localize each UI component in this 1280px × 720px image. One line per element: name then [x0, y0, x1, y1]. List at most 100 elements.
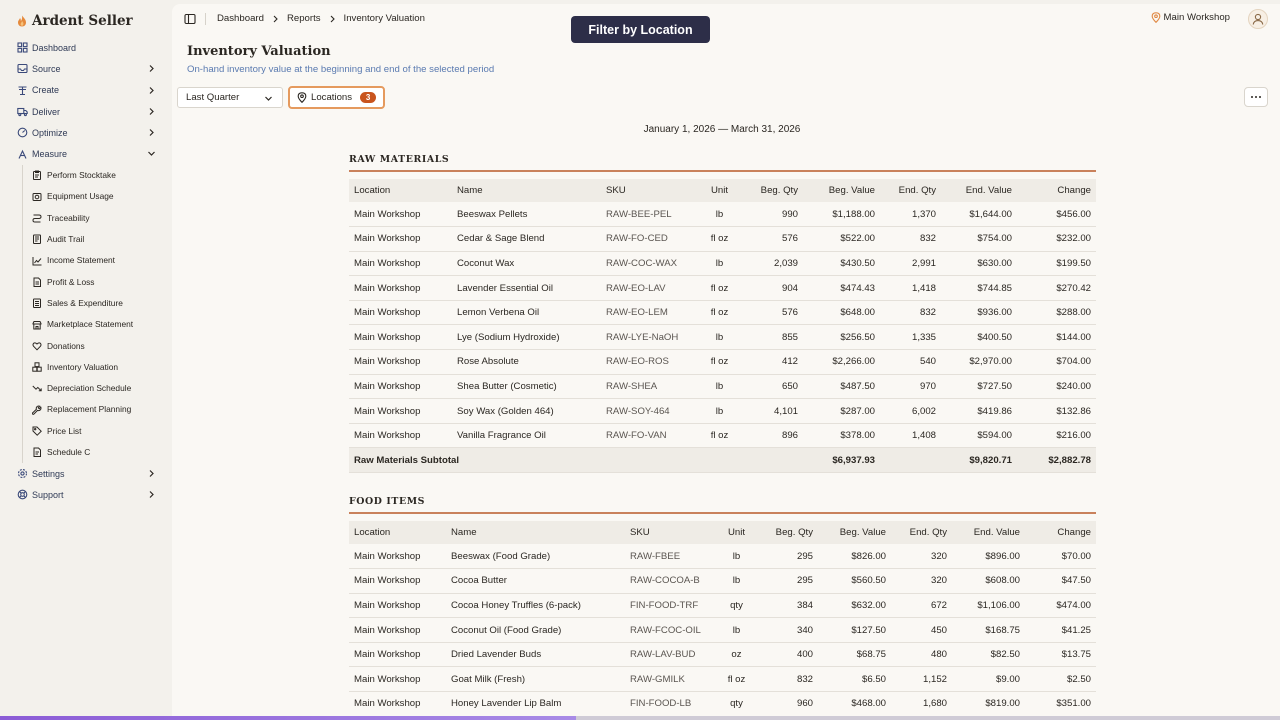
cell-change: $47.50 [1025, 568, 1096, 594]
cell-location: Main Workshop [349, 568, 446, 594]
locations-filter-button[interactable]: Locations 3 [288, 86, 385, 109]
sidebar-subitem-label: Audit Trail [47, 234, 85, 245]
cell-beg-qty: 650 [744, 374, 803, 400]
sidebar-subitem-donations[interactable]: Donations [31, 335, 162, 356]
sidebar-item-optimize[interactable]: Optimize [10, 122, 162, 143]
sidebar-item-label: Create [32, 85, 60, 96]
sidebar-subitem-schedule-c[interactable]: Schedule C [31, 442, 162, 463]
cell-end-value: $608.00 [952, 568, 1025, 594]
table-row[interactable]: Main Workshop Lavender Essential Oil RAW-E… [349, 275, 1096, 301]
sidebar-subitem-equipment-usage[interactable]: Equipment Usage [31, 186, 162, 207]
column-header[interactable]: Change [1025, 521, 1096, 544]
column-header[interactable]: Unit [695, 179, 744, 202]
sidebar-subitem-perform-stocktake[interactable]: Perform Stocktake [31, 165, 162, 186]
brand[interactable]: Ardent Seller [16, 13, 133, 29]
column-header[interactable]: End. Value [952, 521, 1025, 544]
sidebar-subitem-depreciation-schedule[interactable]: Depreciation Schedule [31, 378, 162, 399]
sidebar-subitem-inventory-valuation[interactable]: Inventory Valuation [31, 356, 162, 377]
cell-location: Main Workshop [349, 349, 452, 375]
cell-beg-value: $256.50 [803, 324, 880, 351]
table-row[interactable]: Main Workshop Beeswax (Food Grade) RAW-FBE… [349, 544, 1096, 570]
column-header[interactable]: Name [446, 521, 625, 544]
table-row[interactable]: Main Workshop Lemon Verbena Oil RAW-EO-LEM… [349, 300, 1096, 326]
column-header[interactable]: End. Value [941, 179, 1017, 202]
table-row[interactable]: Main Workshop Cocoa Butter RAW-COCOA-B lb 29… [349, 568, 1096, 594]
column-header[interactable]: SKU [601, 179, 695, 202]
sidebar-item-measure[interactable]: Measure [10, 143, 162, 164]
cell-unit: qty [717, 593, 756, 619]
sidebar-item-deliver[interactable]: Deliver [10, 101, 162, 122]
food-items-table: Location Name SKU Unit Beg. Qty Beg. Val… [349, 521, 1096, 717]
breadcrumb-dashboard[interactable]: Dashboard [217, 13, 264, 24]
column-header[interactable]: Beg. Value [803, 179, 880, 202]
table-row[interactable]: Main Workshop Coconut Oil (Food Grade) RAW… [349, 617, 1096, 643]
date-range: January 1, 2026 — March 31, 2026 [643, 124, 801, 135]
column-header[interactable]: Name [452, 179, 601, 202]
sidebar-subitem-traceability[interactable]: Traceability [31, 207, 162, 228]
sidebar-item-create[interactable]: Create [10, 80, 162, 101]
cell-sku: RAW-FBEE [625, 544, 717, 570]
table-row[interactable]: Main Workshop Dried Lavender Buds RAW-LAV-… [349, 642, 1096, 668]
inbox-icon [16, 63, 28, 75]
column-header[interactable]: Unit [717, 521, 756, 544]
sidebar-subitem-profit-loss[interactable]: Profit & Loss [31, 271, 162, 292]
table-row[interactable]: Main Workshop Goat Milk (Fresh) RAW-GMILK f… [349, 666, 1096, 693]
cell-location: Main Workshop [349, 642, 446, 668]
sidebar-item-dashboard[interactable]: Dashboard [10, 37, 162, 58]
sidebar-item-settings[interactable]: Settings [10, 463, 162, 484]
more-options-button[interactable] [1244, 87, 1268, 107]
food-items-title: FOOD ITEMS [349, 496, 1096, 514]
cell-end-value: $419.86 [941, 398, 1017, 424]
cell-unit: fl oz [695, 300, 744, 326]
cell-change: $474.00 [1025, 593, 1096, 619]
column-header[interactable]: End. Qty [891, 521, 952, 544]
cell-location: Main Workshop [349, 324, 452, 351]
period-select-value: Last Quarter [186, 92, 240, 103]
cell-end-value: $936.00 [941, 300, 1017, 326]
sidebar-subitem-marketplace-statement[interactable]: Marketplace Statement [31, 314, 162, 335]
column-header[interactable]: Location [349, 179, 452, 202]
sidebar-subitem-income-statement[interactable]: Income Statement [31, 250, 162, 271]
cell-end-qty: 2,991 [880, 251, 941, 277]
table-row[interactable]: Main Workshop Rose Absolute RAW-EO-ROS fl o… [349, 349, 1096, 375]
table-row[interactable]: Main Workshop Honey Lavender Lip Balm FIN-… [349, 691, 1096, 717]
sidebar-item-label: Support [32, 489, 64, 500]
current-location[interactable]: Main Workshop [1151, 12, 1230, 23]
cell-beg-value: $826.00 [818, 544, 891, 570]
cell-end-qty: 320 [891, 544, 952, 570]
cell-change: $351.00 [1025, 691, 1096, 717]
table-row[interactable]: Main Workshop Cocoa Honey Truffles (6-pac… [349, 593, 1096, 619]
period-select[interactable]: Last Quarter [177, 87, 283, 108]
avatar[interactable] [1248, 9, 1268, 29]
sidebar-subitem-price-list[interactable]: Price List [31, 420, 162, 441]
sidebar-item-support[interactable]: Support [10, 484, 162, 505]
cell-beg-qty: 295 [756, 568, 818, 594]
sidebar-toggle-icon[interactable] [184, 13, 196, 25]
table-row[interactable]: Main Workshop Soy Wax (Golden 464) RAW-SOY… [349, 398, 1096, 424]
column-header[interactable]: Beg. Qty [744, 179, 803, 202]
sidebar-subitem-sales-expenditure[interactable]: Sales & Expenditure [31, 293, 162, 314]
sidebar-subitem-audit-trail[interactable]: Audit Trail [31, 229, 162, 250]
sidebar-subitem-label: Replacement Planning [47, 404, 132, 415]
sidebar-subitem-replacement-planning[interactable]: Replacement Planning [31, 399, 162, 420]
table-row[interactable]: Main Workshop Beeswax Pellets RAW-BEE-PEL l… [349, 202, 1096, 228]
column-header[interactable]: Change [1017, 179, 1096, 202]
column-header[interactable]: SKU [625, 521, 717, 544]
table-row[interactable]: Main Workshop Vanilla Fragrance Oil RAW-FO… [349, 423, 1096, 449]
column-header[interactable]: Location [349, 521, 446, 544]
lifebuoy-icon [16, 489, 28, 501]
table-row[interactable]: Main Workshop Lye (Sodium Hydroxide) RAW-L… [349, 324, 1096, 351]
cell-name: Beeswax (Food Grade) [446, 544, 625, 570]
column-header[interactable]: End. Qty [880, 179, 941, 202]
column-header[interactable]: Beg. Qty [756, 521, 818, 544]
table-row[interactable]: Main Workshop Coconut Wax RAW-COC-WAX lb 2,0… [349, 251, 1096, 277]
table-row[interactable]: Main Workshop Cedar & Sage Blend RAW-FO-CE… [349, 226, 1096, 252]
cell-beg-qty: 904 [744, 275, 803, 301]
table-row[interactable]: Main Workshop Shea Butter (Cosmetic) RAW-S… [349, 374, 1096, 400]
cell-unit: qty [717, 691, 756, 717]
cell-name: Beeswax Pellets [452, 202, 601, 228]
breadcrumb-reports[interactable]: Reports [286, 13, 321, 24]
sidebar-item-source[interactable]: Source [10, 58, 162, 79]
column-header[interactable]: Beg. Value [818, 521, 891, 544]
page-subtitle: On-hand inventory value at the beginning… [187, 64, 495, 75]
